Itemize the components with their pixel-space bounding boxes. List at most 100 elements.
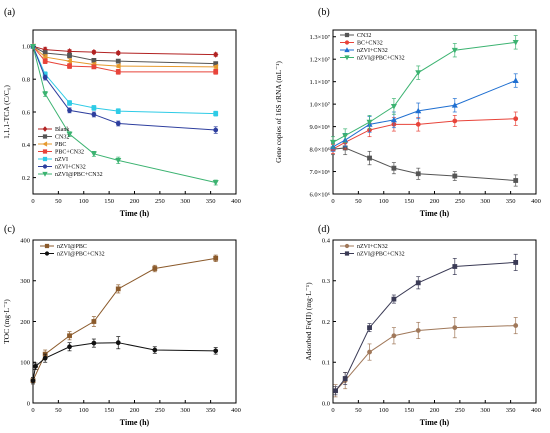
data-point [91,64,97,70]
data-point [391,165,397,171]
legend-marker [44,251,50,256]
series-line [335,325,516,392]
y-tick-label: 1.0×10⁷ [309,101,330,108]
data-point [67,63,72,69]
x-tick-label: 400 [531,407,541,414]
y-tick-label: 0.2 [322,319,330,326]
panel-label: (d) [318,224,330,235]
data-point [42,54,48,61]
y-tick-label: 400 [20,237,30,244]
legend-label: PBC [55,142,66,148]
x-tick-label: 350 [506,407,516,414]
data-point [415,107,422,114]
panel-b: (b) 0 50 100 150 200 250 300 350 400 6.0×10⁶ 7.0×10… [274,7,541,218]
panel-a: (a) 0 50 100 150 200 250 300 350 400 0.2 0.4 0.6 0.8 1… [2,7,241,218]
y-tick-label: 200 [20,319,30,326]
data-point [115,69,121,75]
data-point [42,75,48,80]
legend-marker [44,243,50,249]
y-tick-label: 300 [20,278,30,285]
x-tick-label: 350 [206,198,216,205]
y-tick-label: 8.0×10⁶ [309,146,330,153]
x-tick-label: 400 [231,198,241,205]
y-tick-label: 0.3 [322,278,330,285]
y-tick-label: 0.4 [22,142,31,149]
data-point [42,91,49,98]
plot-frame [332,239,537,404]
y-tick-label: 100 [20,360,30,367]
legend-marker [344,251,350,256]
panel-label: (c) [4,224,15,235]
legend-marker [344,243,350,249]
data-point [42,58,48,64]
panel-label: (a) [4,7,15,18]
x-tick-label: 150 [404,198,414,205]
x-tick-label: 200 [430,198,440,205]
data-point [415,70,422,76]
data-point [333,388,338,394]
data-point [67,107,72,113]
legend-marker [42,134,48,139]
data-point [451,47,458,54]
data-point [452,264,458,269]
x-tick-label: 0 [31,407,34,414]
series-line [32,45,216,56]
y-axis-label: 1,1,1-TCA (C/C₀) [2,85,11,139]
data-point [366,119,373,126]
data-point [29,44,37,50]
data-point [115,340,121,346]
data-point [415,171,421,177]
data-point [415,280,421,286]
y-tick-label: 0.8 [22,77,30,84]
legend-label: nZVI [55,157,68,163]
y-axis-label: TOC (mg·L⁻¹) [2,299,11,344]
x-tick-label: 250 [455,198,465,205]
panel-c: (c) 0 50 100 150 200 250 300 350 400 0 100 200 300 400… [2,224,241,427]
y-tick-label: 1.2×10⁷ [309,57,330,64]
y-tick-label: 1.1×10⁷ [309,79,330,86]
data-point [391,333,397,339]
series-line [32,46,216,131]
data-point [91,319,97,324]
legend-label: nZVI@PBC [57,244,87,250]
plot-frame [32,239,237,404]
data-point [452,173,458,179]
data-point [90,151,97,157]
x-tick-label: 50 [55,407,62,414]
legend-label: nZVI+CN32 [357,48,388,54]
data-point [91,105,97,111]
panel-d: (d) 0 50 100 150 200 250 300 350 400 0.0 0.1 0.2 0.3 0… [304,224,541,427]
legend-label: nZVI@PBC+CN32 [57,252,105,258]
data-point [66,131,73,138]
x-tick-label: 50 [355,407,362,414]
data-point [513,116,519,122]
data-point [415,328,421,333]
data-point [66,58,72,65]
series-line [32,45,216,65]
series-line [332,118,516,150]
data-point [342,376,348,381]
legend-marker [42,171,48,177]
x-tick-label: 100 [379,198,389,205]
data-point [367,155,372,161]
data-point [329,139,337,146]
x-tick-label: 300 [180,198,190,205]
data-point [390,116,397,123]
x-tick-label: 50 [355,198,362,205]
legend-label: BC+CN32 [357,41,383,47]
x-tick-label: 250 [455,407,465,414]
data-point [30,378,36,383]
data-point [512,77,519,83]
legend-label: nZVI@PBC+CN32 [357,56,405,62]
y-tick-label: 6.0×10⁶ [309,191,330,198]
data-point [367,325,372,331]
legend-label: nZVI+CN32 [55,165,86,171]
x-tick-label: 200 [130,407,140,414]
y-tick-label: 0.4 [322,237,331,244]
legend-label: nZVI+CN32 [357,244,388,250]
series-line [32,46,216,115]
data-point [67,100,72,106]
x-tick-label: 150 [104,198,114,205]
y-tick-label: 0 [27,400,30,407]
data-point [512,39,519,46]
